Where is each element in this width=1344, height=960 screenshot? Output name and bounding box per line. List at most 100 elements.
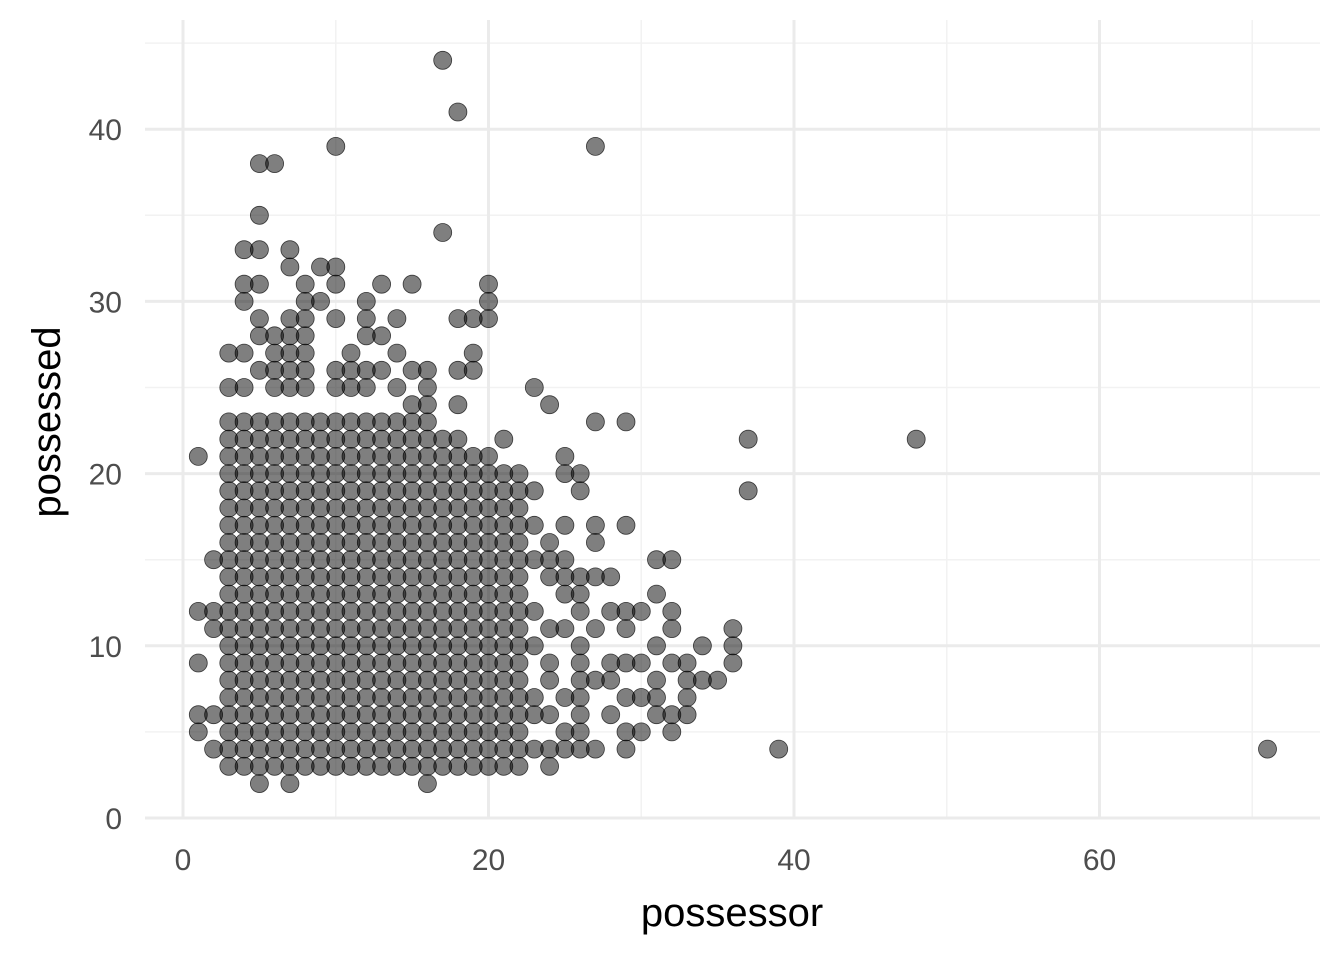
data-point [524, 602, 544, 621]
data-point [509, 498, 529, 518]
data-point [586, 619, 605, 638]
data-point [601, 705, 621, 725]
data-point [295, 360, 315, 380]
data-point [677, 688, 697, 707]
data-point [601, 567, 621, 587]
data-point [326, 309, 346, 329]
data-point [204, 705, 224, 725]
data-point [555, 550, 575, 570]
data-point [616, 515, 636, 535]
data-point [402, 274, 422, 294]
y-axis-tick-labels: 0 10 20 30 40 [89, 114, 122, 836]
data-point [540, 705, 559, 725]
data-point [448, 395, 468, 415]
data-point [417, 774, 437, 793]
data-point [616, 619, 636, 638]
data-point [769, 739, 789, 759]
data-point [540, 533, 559, 552]
data-point [586, 515, 605, 535]
data-point [677, 653, 697, 673]
data-point [723, 619, 743, 638]
data-point [570, 705, 590, 725]
data-point [234, 343, 254, 363]
data-point [631, 653, 651, 673]
data-point [586, 739, 605, 759]
y-tick-label: 0 [105, 803, 122, 836]
data-point [631, 602, 651, 621]
data-point [479, 274, 498, 294]
data-point [647, 670, 666, 690]
data-point [509, 756, 529, 776]
data-point [326, 136, 346, 156]
data-point [479, 309, 498, 329]
data-point [249, 309, 269, 329]
data-point [494, 429, 514, 449]
data-point [265, 154, 285, 174]
x-tick-label: 20 [472, 844, 505, 877]
data-point [188, 446, 208, 466]
data-point [555, 515, 575, 535]
data-point [555, 446, 575, 466]
data-point [417, 378, 437, 397]
data-point [540, 653, 559, 673]
data-point [188, 653, 208, 673]
data-point [509, 670, 529, 690]
data-point [448, 429, 468, 449]
data-point [188, 722, 208, 742]
data-point [326, 257, 346, 277]
data-point [326, 274, 346, 294]
data-point [463, 343, 483, 363]
data-point [662, 550, 682, 570]
data-point [295, 309, 315, 329]
data-point [906, 429, 926, 449]
data-point [662, 602, 682, 621]
data-point [372, 274, 392, 294]
data-point [509, 653, 529, 673]
data-point [1258, 739, 1277, 759]
data-point [723, 653, 743, 673]
data-point [540, 756, 559, 776]
data-point [570, 636, 590, 656]
data-point [540, 670, 559, 690]
data-point [479, 291, 498, 311]
x-axis-tick-labels: 0 20 40 60 [175, 844, 1117, 877]
data-point [677, 705, 697, 725]
data-point [616, 739, 636, 759]
data-point [341, 343, 361, 363]
data-point [204, 619, 224, 638]
data-point [524, 688, 544, 707]
data-point [631, 722, 651, 742]
data-point [234, 291, 254, 311]
data-point [295, 326, 315, 346]
y-tick-label: 20 [89, 459, 122, 492]
data-point [570, 602, 590, 621]
data-point [280, 240, 300, 260]
data-point [738, 481, 758, 501]
data-point [509, 722, 529, 742]
x-axis-title: possessor [641, 891, 823, 935]
data-point [249, 774, 269, 793]
data-point [540, 395, 559, 415]
data-point [372, 360, 392, 380]
data-point [570, 722, 590, 742]
data-point [723, 636, 743, 656]
data-point [524, 515, 544, 535]
data-point [387, 378, 407, 397]
data-point [586, 533, 605, 552]
data-point [693, 636, 712, 656]
data-point [433, 223, 453, 242]
data-point [647, 636, 666, 656]
data-point [372, 326, 392, 346]
data-point [647, 584, 666, 604]
data-point [479, 446, 498, 466]
x-tick-label: 40 [777, 844, 810, 877]
data-point [204, 550, 224, 570]
data-point [524, 636, 544, 656]
data-point [433, 50, 453, 70]
data-point [586, 136, 605, 156]
data-point [524, 378, 544, 397]
data-point [662, 619, 682, 638]
data-point [448, 102, 468, 122]
data-point [295, 274, 315, 294]
data-point [417, 395, 437, 415]
